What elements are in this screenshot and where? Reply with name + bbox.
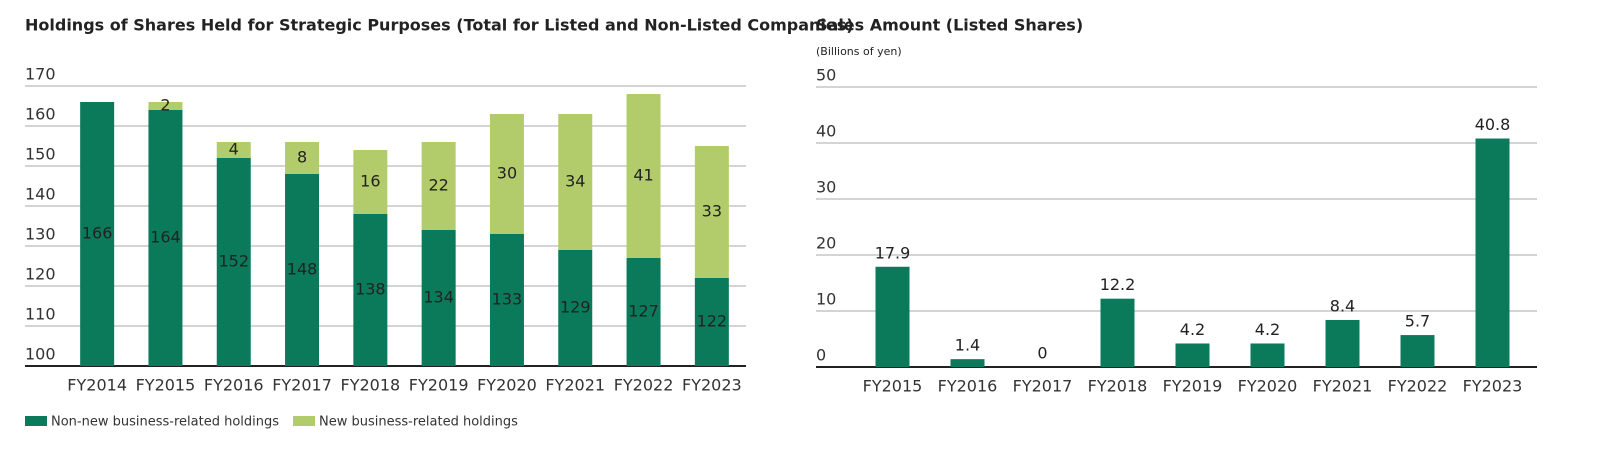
x-tick-label: FY2017 [1013,377,1073,396]
data-label: 1.4 [955,336,980,355]
x-tick-label: FY2016 [938,377,998,396]
x-tick-label: FY2018 [340,376,400,395]
bar-segment [148,110,183,366]
data-label: 4.2 [1255,320,1280,339]
bar-segment [353,150,388,214]
data-label: 4 [229,140,239,159]
x-tick-label: FY2023 [682,376,742,395]
y-tick-label: 170 [25,65,56,84]
bar [1250,343,1285,367]
data-label: 148 [287,260,318,279]
y-tick-label: 110 [25,305,56,324]
x-tick-label: FY2021 [545,376,605,395]
data-label: 8 [297,148,307,167]
x-tick-label: FY2016 [204,376,264,395]
x-tick-label: FY2020 [1238,377,1298,396]
legend-label: New business-related holdings [319,415,518,430]
data-label: 164 [150,228,181,247]
y-tick-label: 10 [816,290,836,309]
data-label: 16 [360,172,380,191]
data-label: 22 [428,176,448,195]
bar [1475,138,1510,367]
data-label: 33 [702,202,722,221]
x-tick-label: FY2019 [409,376,469,395]
x-tick-label: FY2018 [1088,377,1148,396]
bar [1100,298,1135,367]
bar-segment [489,234,524,366]
bar-segment [558,114,593,250]
bar-segment [694,146,729,278]
bar-segment [626,94,661,258]
bar-segment [353,214,388,366]
bar-segment [489,114,524,234]
x-tick-label: FY2015 [136,376,196,395]
legend-label: Non-new business-related holdings [51,415,279,430]
y-tick-label: 160 [25,105,56,124]
data-label: 17.9 [875,243,911,262]
bar [1175,343,1210,367]
data-label: 122 [697,312,728,331]
x-tick-label: FY2022 [1388,377,1448,396]
x-tick-label: FY2019 [1163,377,1223,396]
x-tick-label: FY2023 [1463,377,1523,396]
data-label: 138 [355,280,386,299]
bar [950,359,985,367]
x-tick-label: FY2022 [614,376,674,395]
data-label: 134 [423,288,454,307]
chart-subtitle: (Billions of yen) [816,45,902,58]
y-tick-label: 0 [816,346,826,365]
bar-segment [148,102,183,110]
y-tick-label: 40 [816,122,836,141]
y-tick-label: 30 [816,178,836,197]
chart-title: Holdings of Shares Held for Strategic Pu… [25,16,854,35]
data-label: 166 [82,224,113,243]
bar-segment [216,142,251,158]
y-tick-label: 120 [25,265,56,284]
x-tick-label: FY2020 [477,376,537,395]
y-tick-label: 100 [25,345,56,364]
bar [1400,335,1435,367]
bar [875,266,910,367]
x-tick-label: FY2017 [272,376,332,395]
data-label: 0 [1037,344,1047,363]
legend-swatch [293,416,316,426]
data-label: 40.8 [1475,115,1511,134]
data-label: 30 [497,164,517,183]
data-label: 129 [560,298,591,317]
data-label: 5.7 [1405,312,1430,331]
data-label: 152 [218,252,249,271]
bar-segment [558,250,593,366]
bar-segment [421,230,456,366]
y-tick-label: 140 [25,185,56,204]
bar-segment [694,278,729,366]
x-tick-label: FY2014 [67,376,127,395]
bar-segment [216,158,251,366]
y-tick-label: 20 [816,234,836,253]
bar-segment [285,174,320,366]
data-label: 4.2 [1180,320,1205,339]
bar-segment [626,258,661,366]
bar-segment [285,142,320,174]
y-tick-label: 150 [25,145,56,164]
bar-segment [421,142,456,230]
x-tick-label: FY2015 [863,377,923,396]
data-label: 41 [633,166,653,185]
bar [1325,319,1360,367]
bar-segment [80,102,115,366]
data-label: 34 [565,172,585,191]
data-label: 12.2 [1100,275,1136,294]
data-label: 133 [492,290,523,309]
y-tick-label: 130 [25,225,56,244]
chart-title: Sales Amount (Listed Shares) [816,16,1083,35]
x-tick-label: FY2021 [1313,377,1373,396]
legend-swatch [25,416,47,426]
data-label: 2 [160,96,170,115]
y-tick-label: 50 [816,66,836,85]
data-label: 127 [628,302,659,321]
data-label: 8.4 [1330,296,1355,315]
